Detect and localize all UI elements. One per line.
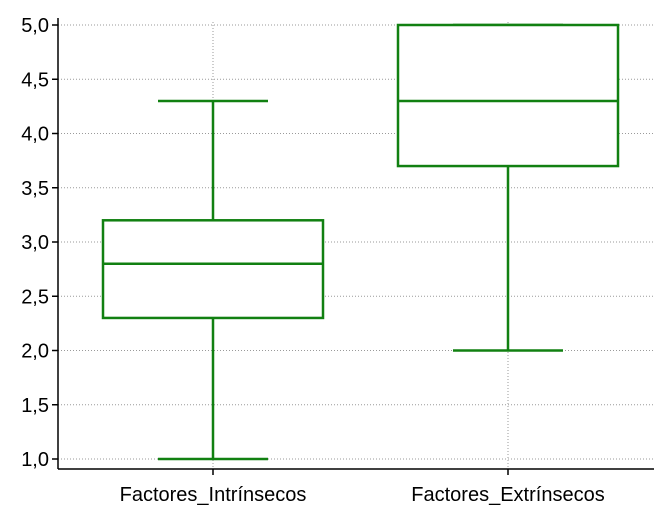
y-tick-label: 5,0 — [21, 15, 49, 37]
labels-layer: 1,0 1,5 2,0 2,5 3,0 3,5 4,0 4,5 5,0 Factores_Intr… — [21, 15, 605, 506]
boxes-layer — [101, 23, 620, 461]
y-tick-label: 2,5 — [21, 286, 49, 308]
y-tick-label: 3,0 — [21, 232, 49, 254]
y-tick-label: 2,0 — [21, 341, 49, 363]
axes — [52, 18, 654, 475]
y-tick-label: 4,5 — [21, 69, 49, 91]
y-tick-label: 4,0 — [21, 124, 49, 146]
y-tick-label: 1,0 — [21, 449, 49, 471]
y-tick-label: 3,5 — [21, 178, 49, 200]
x-category-label: Factores_Intrínsecos — [120, 484, 307, 506]
box-extrinsecos — [396, 23, 620, 352]
iqr-box — [101, 219, 325, 320]
box-intrinsecos — [101, 99, 325, 461]
x-category-label: Factores_Extrínsecos — [411, 484, 604, 506]
y-tick-label: 1,5 — [21, 395, 49, 417]
iqr-box — [396, 23, 620, 168]
